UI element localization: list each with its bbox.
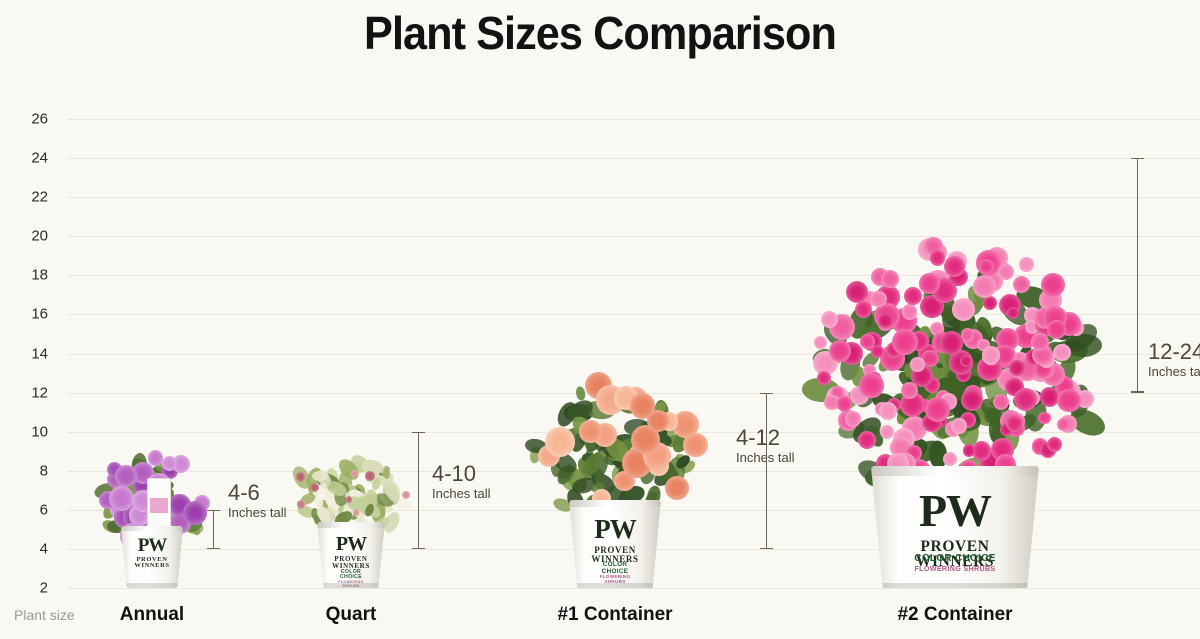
y-axis-tick-16: 16	[31, 305, 48, 323]
axis-caption: Plant size	[14, 607, 75, 623]
measurement-bracket-3	[760, 392, 773, 549]
y-axis-tick-18: 18	[31, 266, 48, 284]
plant-tag-image	[150, 498, 168, 513]
size-annotation-2: 4-10 Inches tall	[432, 462, 491, 503]
plant-foliage	[289, 444, 413, 544]
color-choice-line2: FLOWERING SHRUBS	[599, 574, 631, 585]
plant-foliage	[801, 234, 1109, 494]
plant-1: PW PROVEN WINNERS	[0, 228, 322, 588]
measurement-bracket-4	[1131, 158, 1144, 393]
y-axis-tick-22: 22	[31, 188, 48, 206]
category-label-2: Quart	[325, 604, 377, 625]
category-label-4: #2 Container	[897, 604, 1013, 625]
size-unit-text: Inches tall	[1148, 364, 1200, 380]
pw-name-line2: WINNERS	[332, 562, 370, 570]
nursery-pot: PW PROVEN WINNERS COLOR CHOICE FLOWERING SHR…	[569, 500, 661, 588]
pw-name-line1: PROVEN	[136, 555, 168, 563]
pot-rim	[121, 526, 183, 531]
plant-4: PW PROVEN WINNERS COLOR CHOICE FLOWERING SHR…	[785, 228, 1125, 588]
pw-name-line1: PROVEN	[920, 537, 990, 555]
size-range-text: 12-24	[1148, 339, 1200, 364]
color-choice-line2: FLOWERING SHRUBS	[914, 563, 996, 573]
y-axis-tick-20: 20	[31, 227, 48, 245]
proven-winners-logo: PW PROVEN WINNERS	[879, 488, 1030, 570]
proven-winners-logo: PW PROVEN WINNERS	[124, 536, 180, 570]
proven-winners-logo: PW PROVEN WINNERS	[320, 534, 381, 570]
y-axis-tick-2: 2	[39, 579, 48, 597]
page-title: Plant Sizes Comparison	[364, 7, 837, 59]
color-choice-line2: FLOWERING SHRUBS	[338, 579, 364, 588]
y-axis-tick-26: 26	[31, 110, 48, 128]
color-choice-badge: COLOR CHOICE FLOWERING SHRUBS	[592, 561, 638, 585]
pot-rim	[317, 522, 385, 528]
pw-name-line2: WINNERS	[591, 553, 639, 564]
pot-base	[881, 583, 1029, 588]
pot-rim	[871, 466, 1039, 476]
gridline	[67, 197, 1200, 199]
nursery-pot: PW PROVEN WINNERS	[121, 526, 183, 588]
pw-monogram: PW	[918, 485, 992, 536]
measurement-bracket-1	[207, 509, 220, 549]
plant-foliage	[524, 368, 708, 532]
nursery-pot: PW PROVEN WINNERS COLOR CHOICE FLOWERING SHR…	[871, 466, 1039, 588]
measurement-bracket-2	[412, 431, 425, 549]
gridline	[67, 236, 1200, 238]
pw-name-line2: WINNERS	[134, 562, 170, 570]
pw-name-line2: WINNERS	[915, 553, 995, 571]
plant-3: PW PROVEN WINNERS COLOR CHOICE FLOWERING SHR…	[445, 228, 785, 588]
size-annotation-1: 4-6 Inches tall	[228, 481, 287, 522]
pw-monogram: PW	[137, 535, 168, 556]
gridline	[67, 275, 1200, 277]
y-axis-tick-14: 14	[31, 345, 48, 362]
gridline	[67, 588, 1200, 589]
size-range-text: 4-10	[432, 461, 477, 486]
category-label-1: Annual	[119, 604, 185, 625]
size-unit-text: Inches tall	[228, 505, 287, 521]
color-choice-line1: COLOR CHOICE	[340, 569, 362, 581]
color-choice-badge: COLOR CHOICE FLOWERING SHRUBS	[334, 569, 368, 588]
gridline	[67, 353, 1200, 355]
pw-name-line1: PROVEN	[334, 555, 368, 563]
pot-base	[321, 583, 381, 588]
size-range-text: 4-6	[228, 480, 260, 505]
color-choice-line1: COLOR CHOICE	[601, 561, 629, 575]
gridline	[67, 314, 1200, 316]
y-axis-tick-6: 6	[39, 501, 48, 519]
pot-base	[124, 583, 180, 588]
pot-base	[574, 583, 656, 588]
nursery-pot: PW PROVEN WINNERS COLOR CHOICE FLOWERING SHR…	[317, 522, 385, 588]
pot-rim	[569, 500, 661, 507]
size-annotation-3: 4-12 Inches tall	[736, 426, 795, 467]
pw-monogram: PW	[594, 514, 636, 544]
gridline	[67, 158, 1200, 160]
y-axis-tick-12: 12	[31, 384, 48, 402]
gridline	[67, 119, 1200, 120]
y-axis-tick-8: 8	[39, 462, 48, 480]
size-unit-text: Inches tall	[432, 486, 491, 502]
plant-tag	[147, 478, 171, 530]
y-axis-tick-24: 24	[31, 149, 48, 167]
category-label-3: #1 Container	[557, 604, 673, 625]
pw-monogram: PW	[335, 533, 367, 555]
pw-name-line1: PROVEN	[594, 544, 636, 555]
y-axis-tick-4: 4	[39, 540, 48, 558]
size-unit-text: Inches tall	[736, 450, 795, 466]
proven-winners-logo: PW PROVEN WINNERS	[574, 516, 657, 564]
y-axis-tick-10: 10	[31, 423, 48, 441]
color-choice-line1: COLOR CHOICE	[914, 553, 996, 564]
color-choice-badge: COLOR CHOICE FLOWERING SHRUBS	[914, 553, 996, 573]
size-range-text: 4-12	[736, 425, 781, 450]
plant-2: PW PROVEN WINNERS COLOR CHOICE FLOWERING SHR…	[181, 228, 521, 588]
